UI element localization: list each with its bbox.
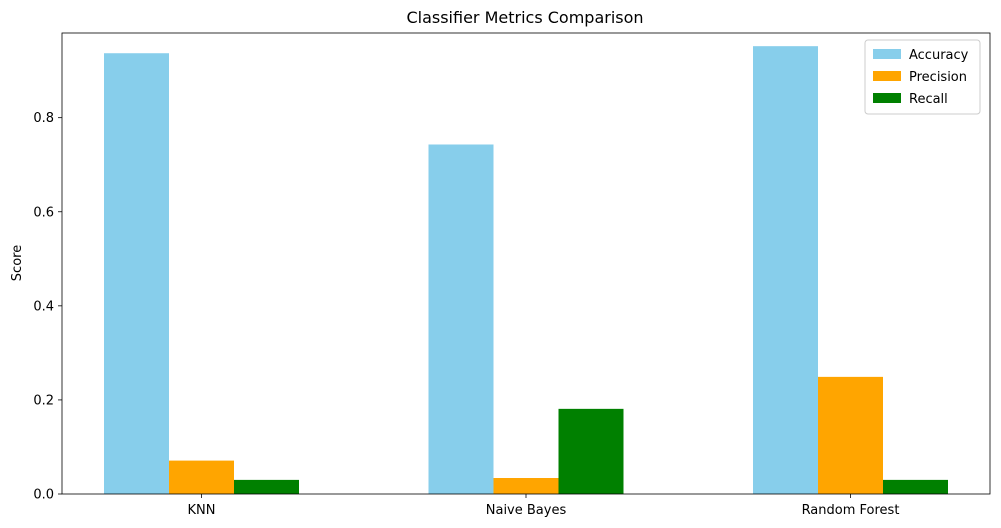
bar-accuracy-knn [104, 53, 169, 495]
legend: Accuracy Precision Recall [864, 39, 981, 115]
bar-accuracy-naive-bayes [428, 144, 494, 494]
axes-layer: 0.0 0.2 0.4 0.6 0.8 KNN Naive Bayes Random Fore… [33, 32, 991, 518]
bar-recall-knn [234, 479, 299, 494]
bar-recall-naive-bayes [558, 408, 624, 494]
legend-label-accuracy: Accuracy [909, 48, 969, 63]
bar-recall-random-forest [883, 479, 948, 494]
legend-swatch-recall [873, 93, 901, 103]
legend-label-precision: Precision [909, 70, 967, 85]
x-tick-label: Naive Bayes [486, 503, 567, 518]
bar-precision-knn [169, 460, 234, 494]
legend-swatch-precision [873, 71, 901, 81]
y-tick-label: 0.6 [33, 205, 54, 220]
y-tick-label: 0.0 [33, 488, 54, 503]
legend-label-recall: Recall [909, 92, 948, 107]
y-tick-label: 0.4 [33, 299, 54, 314]
y-tick-label: 0.2 [33, 393, 54, 408]
bar-precision-random-forest [818, 376, 883, 494]
bar-precision-naive-bayes [493, 478, 559, 494]
y-tick-label: 0.8 [33, 111, 54, 126]
y-axis-label: Score [10, 245, 25, 281]
bars-layer [104, 46, 948, 495]
legend-swatch-accuracy [873, 49, 901, 59]
x-tick-label: KNN [188, 503, 216, 518]
bar-accuracy-random-forest [753, 46, 818, 495]
chart-title: Classifier Metrics Comparison [406, 8, 643, 27]
x-tick-label: Random Forest [802, 503, 900, 518]
